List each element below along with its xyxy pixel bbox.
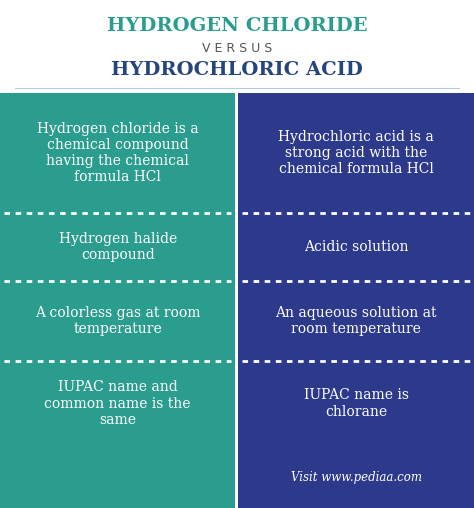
Bar xyxy=(236,93,238,508)
Text: IUPAC name is
chlorane: IUPAC name is chlorane xyxy=(304,389,409,419)
Text: HYDROGEN CHLORIDE: HYDROGEN CHLORIDE xyxy=(107,17,367,35)
Text: An aqueous solution at
room temperature: An aqueous solution at room temperature xyxy=(275,306,437,336)
Bar xyxy=(0,361,236,446)
Bar xyxy=(0,281,236,361)
Bar xyxy=(238,281,474,361)
Text: Acidic solution: Acidic solution xyxy=(304,240,409,254)
Text: V E R S U S: V E R S U S xyxy=(202,42,272,54)
Bar xyxy=(238,361,474,446)
Text: Hydrogen halide
compound: Hydrogen halide compound xyxy=(59,232,177,262)
Bar xyxy=(0,213,236,281)
Text: HYDROCHLORIC ACID: HYDROCHLORIC ACID xyxy=(111,61,363,79)
Text: Hydrogen chloride is a
chemical compound
having the chemical
formula HCl: Hydrogen chloride is a chemical compound… xyxy=(37,122,199,184)
Bar xyxy=(0,93,236,213)
Text: A colorless gas at room
temperature: A colorless gas at room temperature xyxy=(35,306,201,336)
Text: Hydrochloric acid is a
strong acid with the
chemical formula HCl: Hydrochloric acid is a strong acid with … xyxy=(278,130,434,176)
Bar xyxy=(238,93,474,213)
Text: IUPAC name and
common name is the
same: IUPAC name and common name is the same xyxy=(45,380,191,427)
Bar xyxy=(238,213,474,281)
Bar xyxy=(238,446,474,508)
Text: Visit www.pediaa.com: Visit www.pediaa.com xyxy=(291,470,422,484)
Bar xyxy=(0,446,236,508)
